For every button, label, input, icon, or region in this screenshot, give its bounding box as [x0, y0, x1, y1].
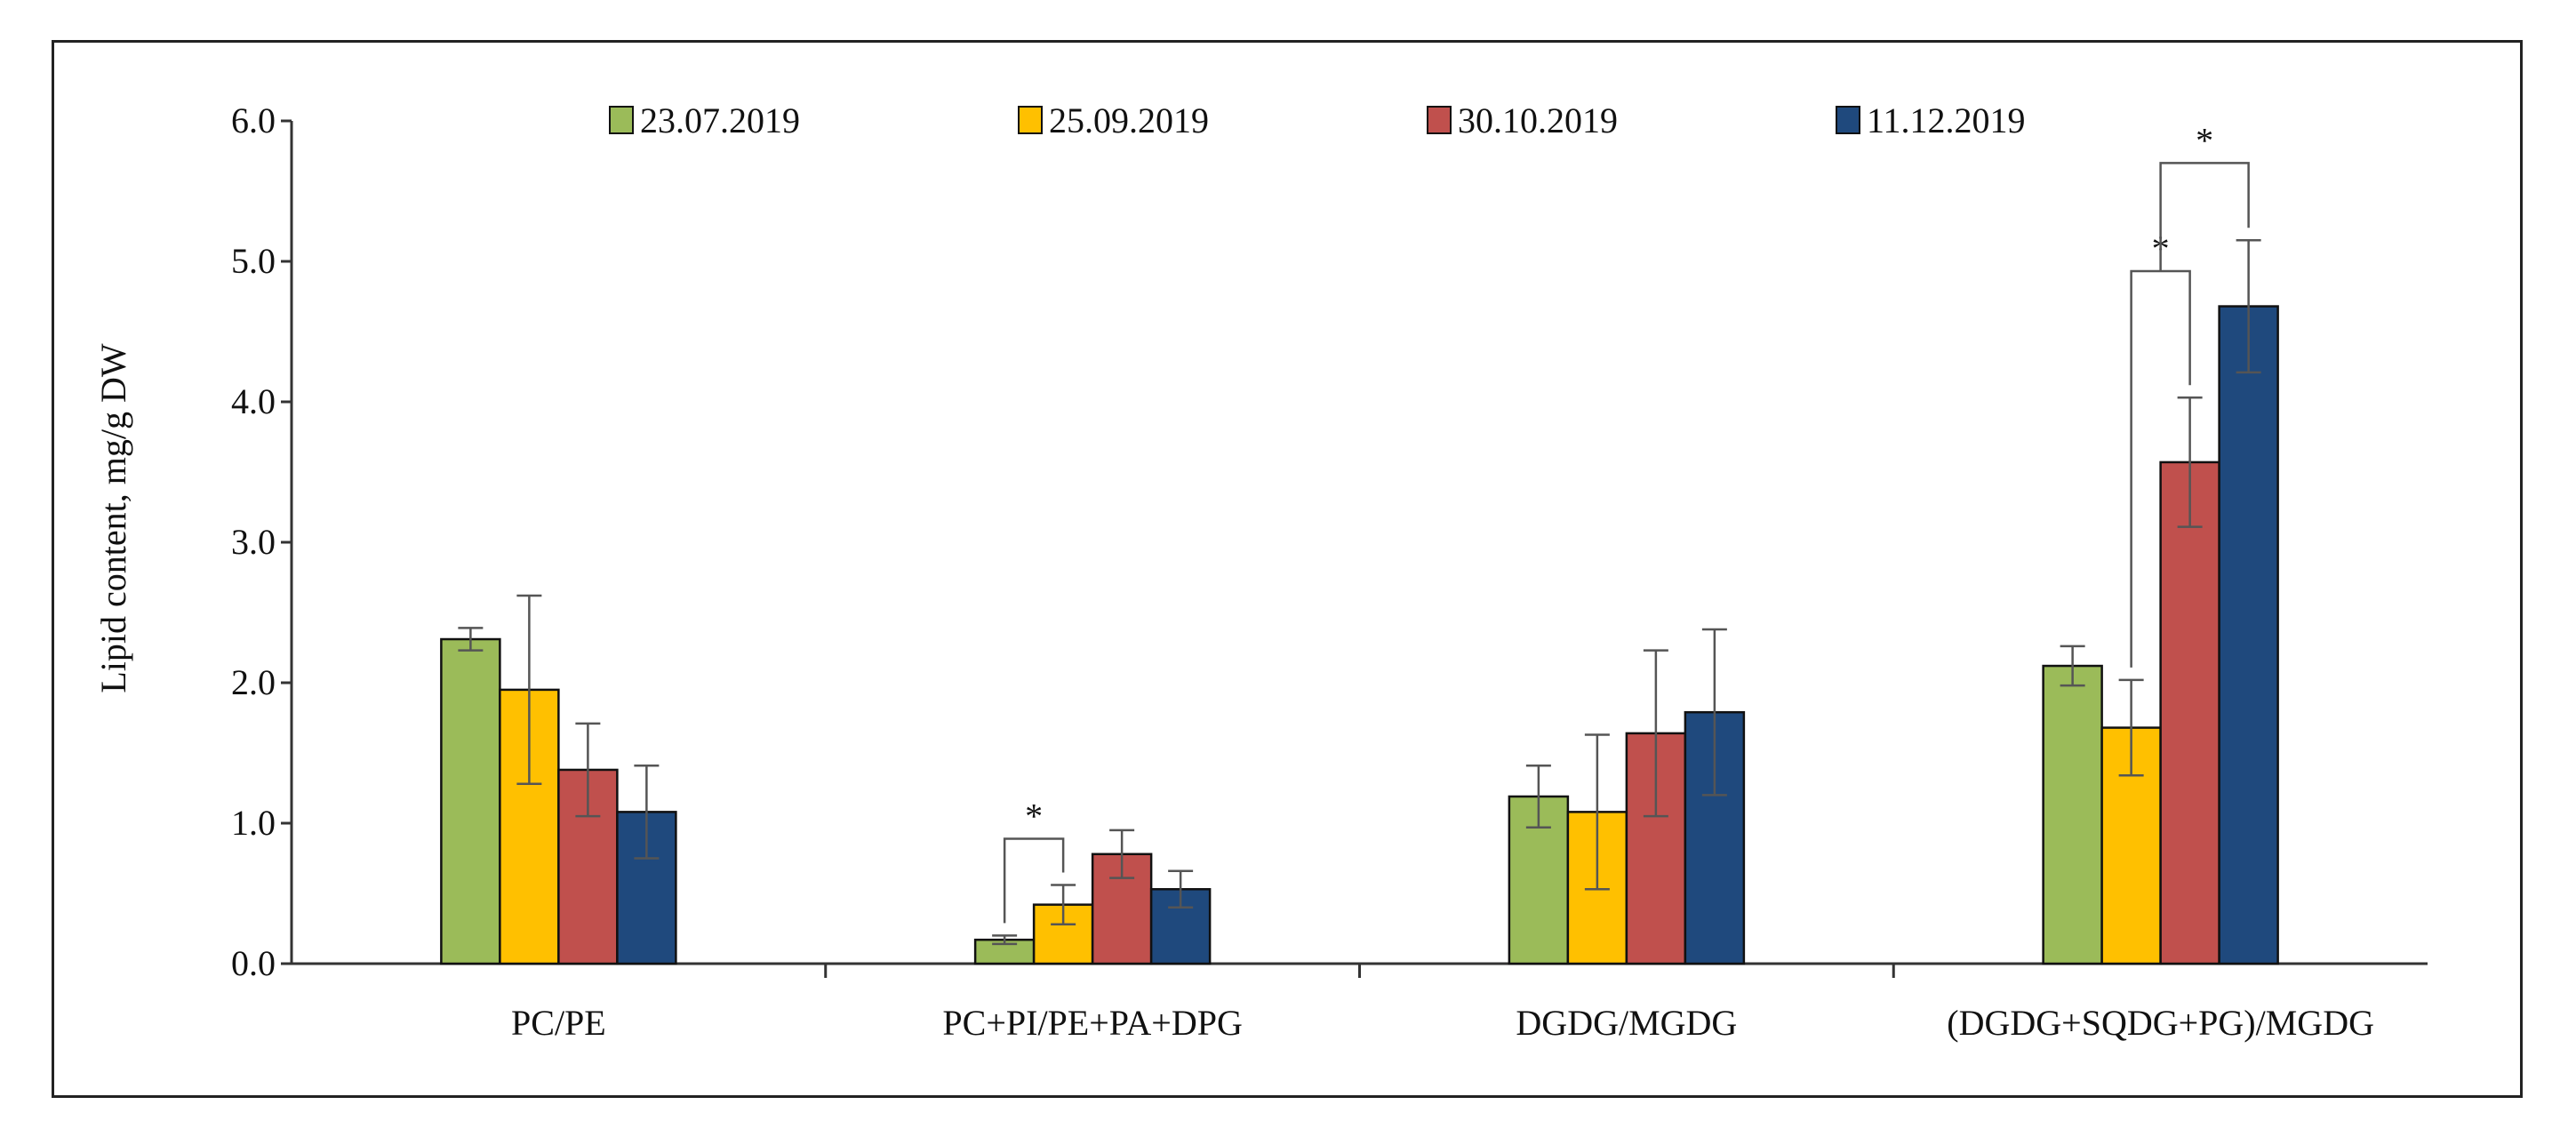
- bar-chart: 0.0 1.0 2.0 3.0 4.0 5.0 6.0 PC/PE PC+PI/PE+PA+D…: [93, 100, 2428, 1043]
- x-tick-label: PC+PI/PE+PA+DPG: [942, 1003, 1242, 1043]
- legend-swatch: [1018, 106, 1043, 134]
- y-tick-label: 6.0: [231, 100, 276, 140]
- legend-label: 23.07.2019: [640, 100, 800, 140]
- x-tick-label: (DGDG+SQDG+PG)/MGDG: [1947, 1003, 2374, 1043]
- bars: [440, 305, 2279, 965]
- y-axis: 0.0 1.0 2.0 3.0 4.0 5.0 6.0: [231, 100, 293, 983]
- chart-frame: 0.0 1.0 2.0 3.0 4.0 5.0 6.0 PC/PE PC+PI/PE+PA+D…: [52, 40, 2523, 1098]
- error-bars: [458, 239, 2261, 946]
- y-tick-label: 4.0: [231, 381, 276, 421]
- legend-swatch: [609, 106, 634, 134]
- x-tick-label: PC/PE: [511, 1003, 606, 1043]
- legend-label: 11.12.2019: [1867, 100, 2026, 140]
- y-tick-label: 5.0: [231, 241, 276, 281]
- bar: [2218, 305, 2279, 965]
- y-tick-label: 1.0: [231, 803, 276, 843]
- legend-label: 25.09.2019: [1049, 100, 1209, 140]
- legend-swatch: [1427, 106, 1452, 134]
- significance-bracket: [2159, 162, 2250, 272]
- x-tick-label: DGDG/MGDG: [1516, 1003, 1737, 1043]
- legend-label: 30.10.2019: [1458, 100, 1618, 140]
- significance-brackets: ***: [1003, 120, 2250, 924]
- x-axis: PC/PE PC+PI/PE+PA+DPG DGDG/MGDG (DGDG+SQDG+…: [292, 962, 2428, 1043]
- y-tick-label: 0.0: [231, 943, 276, 983]
- bar: [440, 637, 501, 965]
- significance-star: *: [1025, 797, 1043, 837]
- significance-star: *: [2196, 120, 2213, 160]
- legend-swatch: [1836, 106, 1860, 134]
- y-tick-label: 2.0: [231, 662, 276, 702]
- legend: 23.07.2019 25.09.2019 30.10.2019 11.12.2019: [609, 100, 2026, 140]
- bar: [2159, 460, 2220, 965]
- y-tick-label: 3.0: [231, 522, 276, 562]
- bar: [2042, 664, 2103, 965]
- y-axis-label: Lipid content, mg/g DW: [93, 343, 133, 693]
- significance-bracket: [1003, 837, 1065, 924]
